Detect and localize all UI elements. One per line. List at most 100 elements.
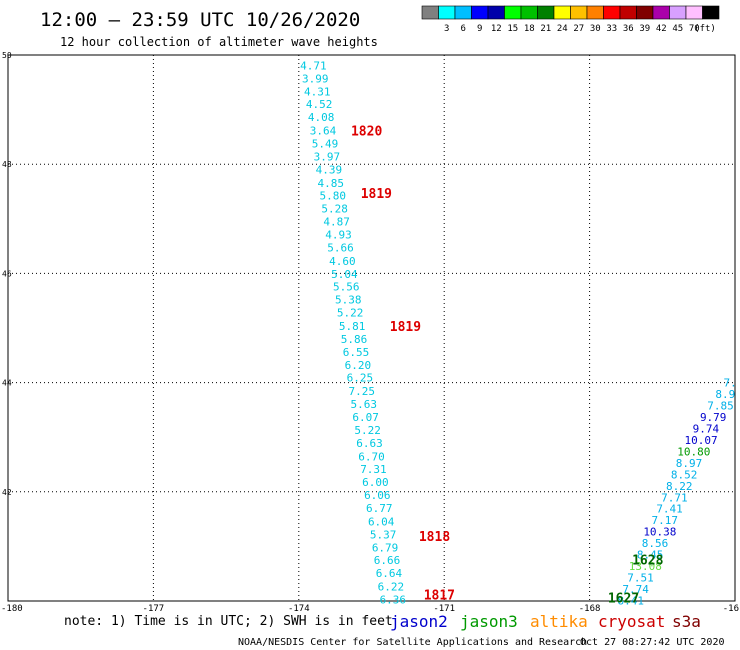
legend-swatch — [603, 5, 621, 20]
legend-label: 6 — [461, 24, 466, 34]
legend-label: 9 — [477, 24, 482, 34]
swh-value: 8.9 — [715, 388, 735, 401]
swh-value: 7.74 — [622, 583, 649, 596]
x-tick-label: -174 — [288, 604, 310, 614]
swh-value: 3.99 — [302, 72, 329, 85]
y-tick-label: 42 — [2, 488, 12, 497]
footer-credit: NOAA/NESDIS Center for Satellite Applica… — [238, 637, 587, 648]
legend-label: 36 — [623, 24, 634, 34]
legend-label: 12 — [491, 24, 502, 34]
pass-label: 1628 — [632, 554, 663, 569]
swh-value: 4.93 — [325, 229, 352, 242]
pass-label: 1627 — [608, 592, 639, 607]
satellite-name: s3a — [672, 612, 701, 631]
pass-label: 1817 — [424, 588, 455, 603]
legend-label: 39 — [639, 24, 650, 34]
swh-value: 6.00 — [362, 476, 389, 489]
y-tick-label: 48 — [2, 160, 12, 169]
legend-label: 33 — [606, 24, 617, 34]
swh-value: 5.38 — [335, 294, 362, 307]
legend-label: 42 — [656, 24, 667, 34]
swh-value: 5.81 — [339, 320, 366, 333]
swh-value: 8.52 — [671, 468, 698, 481]
swh-value: 5.49 — [312, 137, 339, 150]
swh-value: 6.06 — [364, 489, 391, 502]
x-tick-label: -168 — [579, 604, 601, 614]
pass-label: 1820 — [351, 124, 382, 139]
axis-tick-labels: -180 -177 -174 -171 -168 -16 42 44 46 48 50 — [1, 51, 739, 614]
swh-value: 6.22 — [378, 580, 405, 593]
swh-value: 7.41 — [656, 503, 683, 516]
satellite-legend: jason2 jason3 altika cryosat s3a — [390, 612, 701, 631]
swh-value: 9.74 — [693, 422, 720, 435]
chart-title: 12:00 – 23:59 UTC 10/26/2020 — [40, 9, 360, 31]
y-tick-label: 50 — [2, 51, 12, 60]
swh-value: 4.31 — [304, 86, 331, 99]
swh-value: 6.70 — [358, 450, 385, 463]
swh-value: 7.51 — [627, 572, 654, 585]
plot-frame — [7, 54, 736, 602]
swh-value: 6.04 — [368, 515, 395, 528]
swh-value: 4.60 — [329, 255, 356, 268]
satellite-name: jason2 — [390, 612, 448, 631]
legend-swatch — [421, 5, 439, 20]
legend-swatch — [438, 5, 456, 20]
swh-value: 8.41 — [618, 594, 645, 607]
y-tick-label: 44 — [2, 379, 12, 388]
swh-value: 4.39 — [316, 164, 343, 177]
legend-swatch — [669, 5, 687, 20]
swh-value: 9.79 — [700, 411, 727, 424]
wave-height-points: 4.713.994.314.524.083.645.493.974.394.85… — [300, 59, 737, 607]
chart-subtitle: 12 hour collection of altimeter wave hei… — [60, 35, 378, 49]
legend-swatch — [487, 5, 505, 20]
swh-value: 7. — [724, 377, 737, 390]
swh-value: 3.64 — [310, 124, 337, 137]
pass-label: 1819 — [390, 320, 421, 335]
swh-value: 5.80 — [319, 189, 346, 202]
swh-value: 5.22 — [354, 424, 381, 437]
swh-value: 4.85 — [318, 177, 345, 190]
x-tick-label: -16 — [723, 604, 739, 614]
swh-value: 6.25 — [347, 372, 374, 385]
swh-value: 13.08 — [629, 560, 662, 573]
swh-value: 10.38 — [643, 526, 676, 539]
swh-value: 3.97 — [314, 151, 341, 164]
swh-value: 6.36 — [380, 593, 407, 606]
legend-swatch — [520, 5, 538, 20]
legend-label: 3 — [444, 24, 449, 34]
legend-swatch — [553, 5, 571, 20]
swh-value: 6.20 — [345, 359, 372, 372]
swh-value: 5.63 — [350, 398, 377, 411]
satellite-name: altika — [530, 612, 588, 631]
satellite-name: cryosat — [598, 612, 665, 631]
swh-value: 4.71 — [300, 59, 327, 72]
legend-label: 15 — [507, 24, 518, 34]
swh-value: 6.79 — [372, 541, 399, 554]
x-tick-label: -180 — [1, 604, 23, 614]
legend-swatch — [702, 5, 720, 20]
legend-swatch — [537, 5, 555, 20]
swh-value: 6.63 — [356, 437, 383, 450]
pass-labels: 1820 1819 1819 1818 1817 1628 1627 — [351, 124, 664, 606]
legend-swatch — [570, 5, 588, 20]
legend-swatch — [636, 5, 654, 20]
legend-label: 45 — [672, 24, 683, 34]
swh-value: 4.08 — [308, 111, 335, 124]
legend-swatch — [471, 5, 489, 20]
swh-value: 8.97 — [676, 457, 703, 470]
color-legend: 3 6 9 12 15 18 21 24 27 30 33 36 39 42 45 70(ft) — [421, 5, 720, 34]
swh-value: 5.22 — [337, 307, 364, 320]
swh-value: 6.07 — [352, 411, 379, 424]
swh-value: 7.85 — [707, 400, 734, 413]
grid-lines — [8, 55, 735, 601]
swh-value: 7.71 — [661, 491, 688, 504]
swh-value: 8.56 — [642, 537, 669, 550]
legend-swatch — [685, 5, 703, 20]
legend-swatch — [652, 5, 670, 20]
legend-swatch — [586, 5, 604, 20]
swh-value: 5.56 — [333, 281, 360, 294]
footer-timestamp: Oct 27 08:27:42 UTC 2020 — [580, 637, 725, 648]
swh-value: 10.07 — [685, 434, 718, 447]
legend-label: 70 — [689, 24, 700, 34]
